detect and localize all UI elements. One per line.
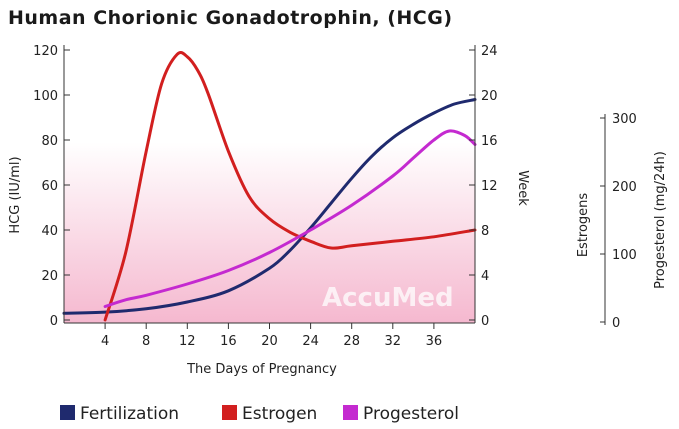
- series-lines: [62, 51, 477, 322]
- x-tick-label: 8: [142, 334, 150, 349]
- estrogens-axis-label: Estrogens: [576, 193, 591, 258]
- left-tick-label: 100: [33, 89, 58, 104]
- left-tick-label: 80: [41, 134, 58, 149]
- right-tick-label: 8: [481, 224, 489, 239]
- legend-label-progesterol: Progesterol: [363, 404, 459, 424]
- x-ticks: 4 8 12 16 20 24 28 32 36: [101, 323, 442, 349]
- y-axis-right-label: Week: [515, 170, 530, 206]
- right-tick-label: 0: [481, 314, 489, 329]
- legend: Fertilization Estrogen Progesterol: [60, 404, 459, 424]
- far-right-tick-label: 200: [612, 180, 637, 195]
- right-tick-label: 12: [481, 179, 498, 194]
- series-line-estrogen: [103, 51, 477, 322]
- accumed-watermark: AccuMed: [322, 283, 454, 313]
- right-tick-label: 24: [481, 44, 498, 59]
- legend-swatch-fertilization: [60, 405, 75, 420]
- x-tick-label: 12: [179, 334, 196, 349]
- series-line-fertilization: [62, 98, 477, 315]
- series-line-progesterol: [103, 129, 477, 308]
- far-right-ticks: 0 100 200 300: [600, 112, 637, 331]
- left-tick-label: 120: [33, 44, 58, 59]
- chart-title: Human Chorionic Gonadotrophin, (HCG): [8, 7, 453, 29]
- left-y-ticks: 0 20 40 60 80 100 120: [33, 44, 70, 329]
- legend-label-estrogen: Estrogen: [242, 404, 317, 424]
- right-tick-label: 4: [481, 269, 489, 284]
- left-tick-label: 0: [50, 314, 58, 329]
- left-tick-label: 60: [41, 179, 58, 194]
- right-tick-label: 20: [481, 89, 498, 104]
- right-tick-label: 16: [481, 134, 498, 149]
- left-tick-label: 40: [41, 224, 58, 239]
- x-tick-label: 16: [220, 334, 237, 349]
- x-tick-label: 28: [343, 334, 360, 349]
- far-right-tick-label: 300: [612, 112, 637, 127]
- left-tick-label: 20: [41, 269, 58, 284]
- legend-label-fertilization: Fertilization: [80, 404, 179, 424]
- far-right-tick-label: 100: [612, 248, 637, 263]
- progesterol-axis-label: Progesterol (mg/24h): [653, 151, 668, 289]
- x-tick-label: 24: [302, 334, 319, 349]
- y-axis-left-label: HCG (IU/ml): [8, 156, 23, 233]
- legend-swatch-estrogen: [222, 405, 237, 420]
- x-tick-label: 36: [426, 334, 443, 349]
- x-axis-label: The Days of Pregnancy: [186, 362, 337, 377]
- far-right-tick-label: 0: [612, 316, 620, 331]
- x-tick-label: 20: [261, 334, 278, 349]
- plot-background: [64, 45, 475, 323]
- x-tick-label: 32: [385, 334, 402, 349]
- legend-swatch-progesterol: [343, 405, 358, 420]
- x-tick-label: 4: [101, 334, 109, 349]
- right-y-ticks: 0 4 8 12 16 20 24: [469, 44, 498, 329]
